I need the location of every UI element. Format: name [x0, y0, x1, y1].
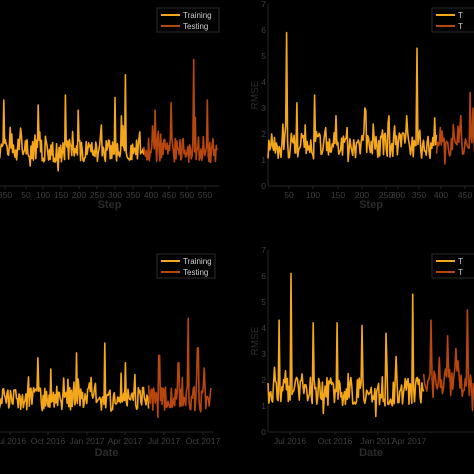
x-axis-label: Date: [359, 447, 383, 459]
legend-label: T: [458, 268, 463, 277]
x-tick-label: 50: [21, 190, 31, 200]
y-tick-label: 3: [261, 349, 266, 359]
x-tick-label: Oct 2017: [186, 436, 221, 446]
y-tick-label: 4: [261, 77, 266, 87]
y-tick-label: 3: [261, 103, 266, 113]
legend-box: [156, 253, 216, 279]
legend-label: Testing: [183, 268, 208, 277]
y-tick-label: 1: [261, 401, 266, 411]
y-tick-label: 1: [261, 155, 266, 165]
x-tick-label: Oct 2016: [318, 436, 353, 446]
x-tick-label: Jul 2016: [0, 436, 26, 446]
x-tick-label: Jul 2016: [274, 436, 306, 446]
y-tick-label: 0: [261, 181, 266, 191]
y-tick-label: 0: [261, 427, 266, 437]
x-tick-label: 250: [90, 190, 104, 200]
series-line-testing: [422, 308, 474, 412]
legend-label: Training: [183, 257, 212, 266]
series-line-training: [267, 31, 438, 163]
x-tick-label: 400: [144, 190, 158, 200]
x-axis-label: Date: [95, 447, 119, 459]
x-tick-label: 50: [284, 190, 294, 200]
x-axis-label: Step: [98, 199, 122, 211]
x-tick-label: 150: [54, 190, 68, 200]
x-tick-label: 350: [412, 190, 426, 200]
legend-label: T: [458, 11, 463, 20]
series-line-training: [0, 74, 145, 172]
x-tick-label: 200: [72, 190, 86, 200]
x-tick-label: Jan 2017: [70, 436, 105, 446]
x-tick-label: 450: [162, 190, 176, 200]
x-tick-label: Jan 2017: [361, 436, 396, 446]
y-tick-label: 2: [261, 375, 266, 385]
y-tick-label: 2: [261, 129, 266, 139]
legend-label: T: [458, 257, 463, 266]
x-tick-label: Apr 2017: [392, 436, 427, 446]
x-tick-label: 500: [180, 190, 194, 200]
y-axis-label: RMSE: [250, 80, 261, 109]
y-tick-label: 6: [261, 25, 266, 35]
legend-box: [431, 7, 474, 33]
y-tick-label: 4: [261, 323, 266, 333]
x-tick-label: 400: [434, 190, 448, 200]
series-line-training: [267, 272, 425, 418]
x-tick-label: 450: [458, 190, 472, 200]
x-tick-label: 100: [36, 190, 50, 200]
x-axis-label: Step: [359, 199, 383, 211]
x-tick-label: 150: [331, 190, 345, 200]
y-tick-label: 7: [261, 245, 266, 255]
x-tick-label: 250: [379, 190, 393, 200]
y-axis-label: RMSE: [250, 326, 261, 355]
legend-box: [431, 253, 474, 279]
y-tick-label: 6: [261, 271, 266, 281]
series-line-training: [0, 342, 150, 412]
x-tick-label: 350: [126, 190, 140, 200]
y-tick-label: 5: [261, 51, 266, 61]
legend-label: T: [458, 22, 463, 31]
x-tick-label: 350: [0, 190, 12, 200]
x-tick-label: 200: [355, 190, 369, 200]
legend-label: Training: [183, 11, 212, 20]
x-tick-label: Apr 2017: [108, 436, 143, 446]
x-tick-label: Jul 2017: [148, 436, 180, 446]
x-tick-label: 550: [198, 190, 212, 200]
legend-box: [156, 7, 220, 33]
series-line-testing: [147, 317, 212, 419]
x-tick-label: 300: [391, 190, 405, 200]
legend-label: Testing: [183, 22, 208, 31]
y-tick-label: 7: [261, 0, 266, 9]
y-tick-label: 5: [261, 297, 266, 307]
x-tick-label: Oct 2016: [31, 436, 66, 446]
x-tick-label: 100: [306, 190, 320, 200]
series-line-testing: [143, 58, 218, 164]
series-line-testing: [435, 91, 474, 165]
x-tick-label: 300: [108, 190, 122, 200]
